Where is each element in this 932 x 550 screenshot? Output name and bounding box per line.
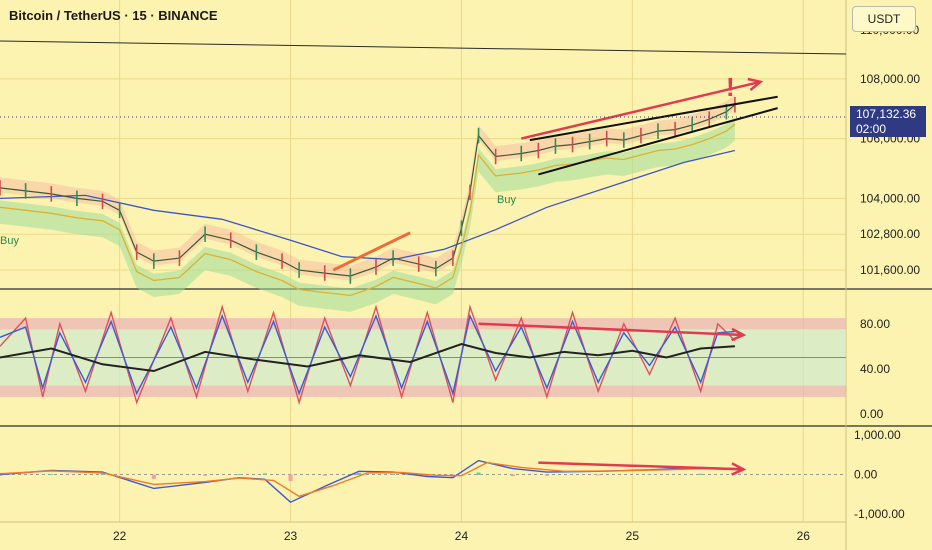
rsi-line bbox=[0, 342, 735, 373]
macd-line bbox=[0, 459, 735, 504]
time-axis-label-26: 26 bbox=[797, 529, 811, 543]
macd-axis-label-1: 0.00 bbox=[854, 468, 878, 482]
oscillator-divergence-arrow-shaft bbox=[478, 322, 744, 337]
macd-axis-label-2: -1,000.00 bbox=[854, 507, 905, 521]
macd-histogram-bar-2 bbox=[100, 473, 105, 475]
macd-histogram-bar-9 bbox=[356, 472, 361, 475]
macd-histogram-bar-18 bbox=[698, 473, 703, 475]
breakout-trend-line bbox=[332, 231, 411, 272]
ichimoku-cloud bbox=[0, 117, 735, 312]
oscillator-divergence-arrow-head bbox=[731, 327, 747, 342]
macd-histogram-bar-3 bbox=[151, 474, 156, 479]
buy-signal-label-2: Buy bbox=[497, 194, 516, 206]
overbought-band bbox=[0, 318, 846, 330]
macd-histogram-bar-17 bbox=[647, 474, 652, 475]
macd-histogram-bar-6 bbox=[262, 473, 267, 475]
price-axis-label-2: 104,000.00 bbox=[860, 191, 920, 205]
price-axis-label-4: 108,000.00 bbox=[860, 72, 920, 86]
macd-divergence-arrow-shaft bbox=[538, 461, 744, 471]
oscillator-axis-label-0: 80.00 bbox=[860, 317, 890, 331]
buy-signal-label-1: Buy bbox=[0, 235, 19, 247]
resistance-line bbox=[0, 40, 847, 55]
macd-histogram-bar-13 bbox=[476, 472, 481, 475]
stochastic-k-line bbox=[0, 313, 735, 397]
oscillator-axis-label-2: 0.00 bbox=[860, 407, 884, 421]
macd-histogram-bar-10 bbox=[391, 474, 396, 475]
channel-lower-trendline bbox=[538, 107, 778, 176]
last-price-value: 107,132.36 bbox=[856, 107, 917, 121]
bar-countdown: 02:00 bbox=[856, 122, 887, 136]
macd-histogram-bar-16 bbox=[596, 474, 601, 476]
macd-histogram-bar-11 bbox=[425, 474, 430, 477]
oscillator-axis-label-1: 40.00 bbox=[860, 362, 890, 376]
macd-axis-label-0: 1,000.00 bbox=[854, 428, 901, 442]
macd-histogram-bar-0 bbox=[0, 474, 2, 476]
macd-histogram-bar-1 bbox=[49, 474, 54, 475]
upper-band-cloud bbox=[0, 94, 735, 281]
time-axis-label-25: 25 bbox=[626, 529, 640, 543]
oversold-band bbox=[0, 385, 846, 397]
macd-histogram-bar-7 bbox=[288, 474, 293, 481]
price-trend-arrow-head bbox=[747, 77, 764, 91]
alert-mark: ! bbox=[726, 72, 735, 102]
macd-histogram-bar-19 bbox=[732, 474, 737, 475]
price-axis-label-1: 102,800.00 bbox=[860, 227, 920, 241]
macd-histogram-bar-15 bbox=[544, 474, 549, 476]
macd-histogram-bar-14 bbox=[510, 474, 515, 477]
macd-histogram-bar-4 bbox=[203, 474, 208, 476]
time-axis-label-22: 22 bbox=[113, 529, 127, 543]
currency-unit-button[interactable]: USDT bbox=[852, 6, 916, 32]
price-axis-label-0: 101,600.00 bbox=[860, 263, 920, 277]
macd-divergence-arrow-head bbox=[731, 462, 747, 476]
macd-histogram-bar-8 bbox=[322, 474, 327, 476]
macd-signal-line bbox=[0, 461, 735, 498]
time-axis-label-23: 23 bbox=[284, 529, 298, 543]
price-trend-arrow-shaft bbox=[520, 80, 761, 140]
time-axis-label-24: 24 bbox=[455, 529, 469, 543]
symbol-title[interactable]: Bitcoin / TetherUS · 15 · BINANCE bbox=[9, 8, 218, 23]
channel-upper-trendline bbox=[529, 95, 778, 142]
fast-moving-average bbox=[0, 123, 736, 297]
stochastic-d-line bbox=[0, 304, 736, 405]
last-price-tag: 107,132.36 02:00 bbox=[850, 106, 926, 137]
macd-histogram-bar-5 bbox=[237, 474, 242, 475]
